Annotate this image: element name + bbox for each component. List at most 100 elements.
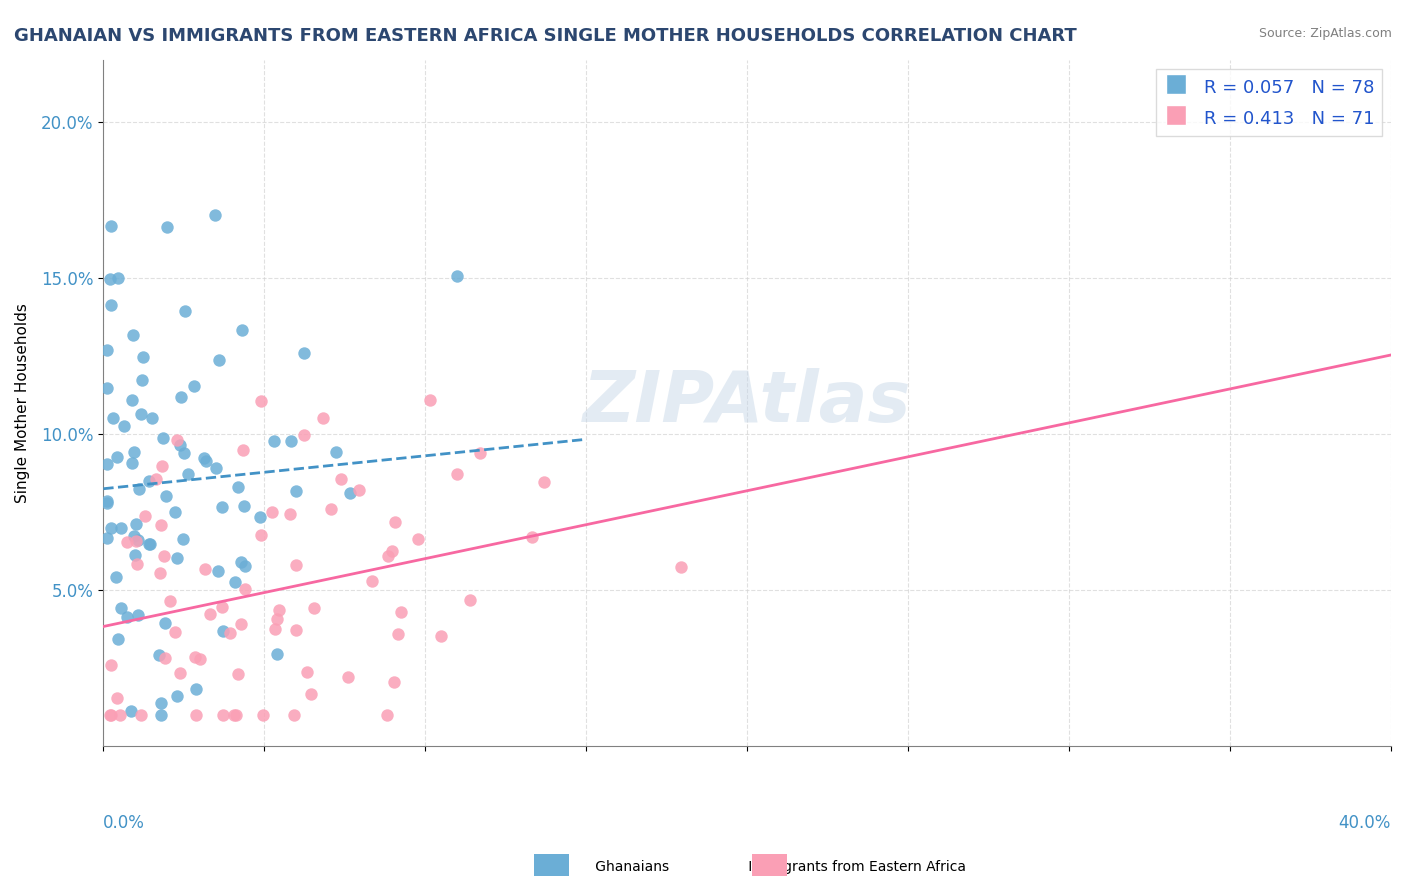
Point <box>266 647 288 661</box>
Point <box>299 687 322 701</box>
Point <box>283 707 305 722</box>
Point <box>101 411 124 425</box>
Point <box>260 505 283 519</box>
Point <box>134 508 156 523</box>
Point <box>349 483 371 497</box>
Point <box>194 562 217 576</box>
Point <box>377 549 399 563</box>
Point <box>233 499 256 513</box>
Point <box>387 627 409 641</box>
Point <box>361 574 384 588</box>
Point <box>382 675 405 690</box>
Point <box>166 690 188 704</box>
Point <box>226 480 249 494</box>
Point <box>121 328 143 343</box>
Point <box>211 500 233 514</box>
Point <box>205 461 228 475</box>
Point <box>98 272 121 286</box>
Point <box>193 451 215 466</box>
Point <box>153 650 176 665</box>
Point <box>233 582 256 597</box>
Point <box>100 657 122 672</box>
Point <box>159 594 181 608</box>
Point <box>224 575 246 590</box>
Point <box>120 704 142 718</box>
Point <box>172 532 194 546</box>
Point <box>249 510 271 524</box>
Point <box>148 648 170 662</box>
Point <box>110 707 132 722</box>
Point <box>149 518 172 533</box>
Point <box>381 543 404 558</box>
Point <box>127 533 149 548</box>
Point <box>96 381 118 395</box>
Point <box>325 445 347 459</box>
Point <box>149 566 172 580</box>
Point <box>284 483 307 498</box>
Point <box>131 707 153 722</box>
Point <box>150 707 173 722</box>
Point <box>128 482 150 496</box>
Point <box>269 603 291 617</box>
Point <box>150 696 173 710</box>
Point <box>312 411 335 425</box>
Point <box>231 323 253 337</box>
Point <box>285 623 308 637</box>
Point <box>184 650 207 665</box>
Text: Ghanaians: Ghanaians <box>568 860 669 874</box>
Point <box>337 670 360 684</box>
Point <box>231 616 253 631</box>
Point <box>115 610 138 624</box>
Point <box>183 379 205 393</box>
Point <box>252 707 274 722</box>
Point <box>339 486 361 500</box>
Point <box>292 428 315 442</box>
Point <box>165 624 187 639</box>
Point <box>107 632 129 646</box>
Point <box>304 600 326 615</box>
Point <box>100 219 122 234</box>
Point <box>233 559 256 574</box>
Point <box>122 444 145 458</box>
Point <box>138 475 160 489</box>
Point <box>231 443 253 458</box>
Point <box>249 393 271 408</box>
Point <box>280 434 302 449</box>
Point <box>446 467 468 481</box>
Point <box>127 607 149 622</box>
Point <box>195 454 218 468</box>
Point <box>229 555 252 569</box>
Point <box>124 529 146 543</box>
Point <box>224 707 246 722</box>
Point <box>669 560 692 574</box>
Point <box>188 652 211 666</box>
Point <box>200 607 222 621</box>
Point <box>96 531 118 545</box>
Point <box>152 459 174 474</box>
Point <box>280 507 302 521</box>
Text: Source: ZipAtlas.com: Source: ZipAtlas.com <box>1258 27 1392 40</box>
Point <box>96 457 118 471</box>
Text: ZIPAtlas: ZIPAtlas <box>583 368 911 437</box>
Point <box>100 707 122 722</box>
Point <box>533 475 555 489</box>
Point <box>105 450 128 464</box>
Point <box>110 601 132 615</box>
Point <box>207 564 229 578</box>
Point <box>166 551 188 566</box>
Point <box>169 666 191 681</box>
Point <box>173 446 195 460</box>
Text: 40.0%: 40.0% <box>1339 814 1391 832</box>
Point <box>177 467 200 481</box>
Point <box>112 419 135 434</box>
Point <box>127 557 149 571</box>
Point <box>131 373 153 387</box>
Point <box>292 346 315 360</box>
Point <box>100 521 122 535</box>
Point <box>152 431 174 445</box>
Point <box>104 570 127 584</box>
Point <box>263 622 285 636</box>
Point <box>208 352 231 367</box>
Point <box>219 626 242 640</box>
Point <box>141 410 163 425</box>
